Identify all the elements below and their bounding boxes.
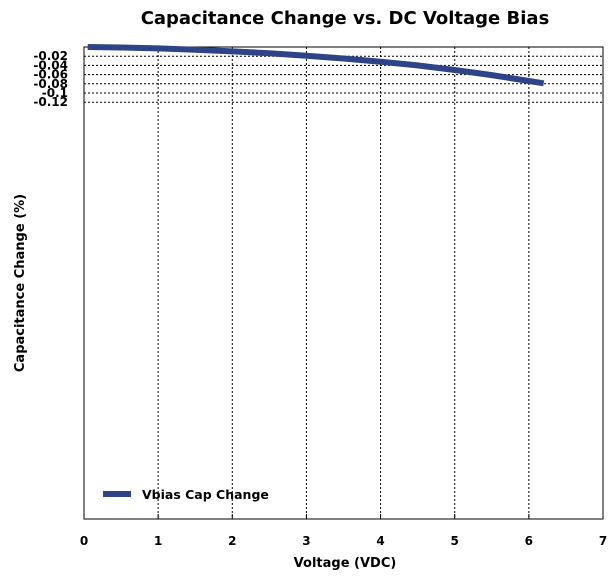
series-layer (87, 44, 545, 87)
x-tick-label-1: 1 (154, 534, 162, 548)
legend: Vbias Cap Change (103, 487, 269, 502)
plot-area (83, 46, 604, 520)
x-tick-label-2: 2 (228, 534, 236, 548)
grid (84, 47, 603, 519)
y-tick-label--0.04: -0.04 (33, 58, 68, 72)
x-tick-label-7: 7 (599, 534, 607, 548)
y-tick-label--0.1: -0.1 (42, 86, 68, 100)
x-tick-label-0: 0 (80, 534, 88, 548)
y-tick-label--0.08: -0.08 (33, 77, 68, 91)
y-tick-label--0.12: -0.12 (33, 95, 68, 109)
chart-title: Capacitance Change vs. DC Voltage Bias (141, 8, 550, 29)
y-tick-label--0.06: -0.06 (33, 68, 68, 82)
x-tick-label-6: 6 (525, 534, 533, 548)
x-axis-label: Voltage (VDC) (294, 556, 397, 571)
legend-label: Vbias Cap Change (142, 487, 269, 502)
y-axis-label: Capacitance Change (%) (13, 194, 28, 372)
y-tick-label--0.02: -0.02 (33, 49, 68, 63)
x-tick-label-4: 4 (376, 534, 384, 548)
x-tick-label-3: 3 (302, 534, 310, 548)
axis-ticks: 0 1 2 3 4 5 6 7 -0.02-0.04-0.06-0.08-0.1-0.12 (33, 49, 607, 548)
series-line-0 (87, 44, 545, 87)
x-tick-label-5: 5 (451, 534, 459, 548)
